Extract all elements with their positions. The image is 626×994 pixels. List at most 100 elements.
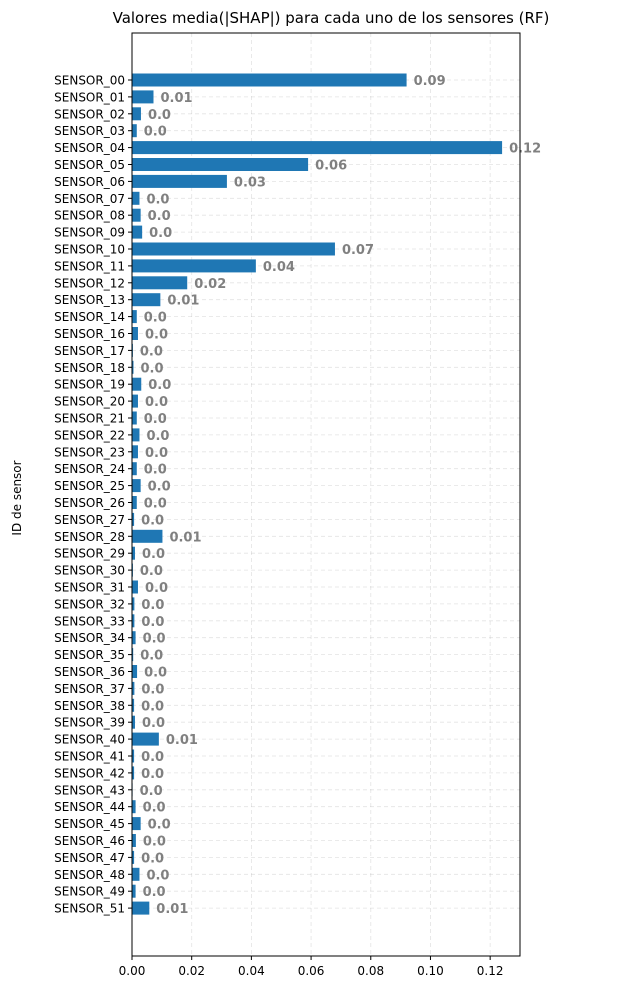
y-tick-label: SENSOR_13 bbox=[54, 293, 125, 307]
y-tick-label: SENSOR_38 bbox=[54, 699, 125, 713]
data-label: 0.0 bbox=[143, 885, 166, 900]
y-tick-label: SENSOR_19 bbox=[54, 378, 125, 392]
bar bbox=[132, 631, 136, 645]
bar bbox=[132, 428, 140, 442]
x-tick-label: 0.04 bbox=[238, 964, 265, 978]
y-tick-label: SENSOR_45 bbox=[54, 817, 125, 831]
y-tick-label: SENSOR_25 bbox=[54, 479, 125, 493]
bar bbox=[132, 732, 159, 746]
x-tick-label: 0.00 bbox=[119, 964, 146, 978]
bar bbox=[132, 141, 503, 155]
data-label: 0.0 bbox=[146, 429, 169, 444]
plot-frame bbox=[131, 32, 521, 957]
data-label: 0.0 bbox=[141, 750, 164, 765]
bar bbox=[132, 546, 135, 560]
y-tick-label: SENSOR_26 bbox=[54, 496, 125, 510]
data-label: 0.0 bbox=[144, 497, 167, 512]
y-tick-label: SENSOR_09 bbox=[54, 226, 125, 240]
y-tick-label: SENSOR_07 bbox=[54, 192, 125, 206]
y-tick-label: SENSOR_24 bbox=[54, 462, 125, 476]
y-tick-label: SENSOR_51 bbox=[54, 902, 125, 916]
y-tick-label: SENSOR_23 bbox=[54, 445, 125, 459]
bar bbox=[132, 648, 134, 662]
data-label: 0.0 bbox=[142, 716, 165, 731]
data-label: 0.0 bbox=[145, 328, 168, 343]
data-label: 0.0 bbox=[141, 767, 164, 782]
data-label: 0.0 bbox=[145, 446, 168, 461]
data-label: 0.0 bbox=[140, 784, 163, 799]
bar bbox=[132, 496, 137, 509]
bar bbox=[132, 360, 134, 374]
bar bbox=[132, 681, 135, 695]
bar bbox=[132, 766, 135, 780]
bar bbox=[132, 834, 136, 847]
y-tick-label: SENSOR_14 bbox=[54, 310, 125, 324]
y-tick-label: SENSOR_46 bbox=[54, 834, 125, 848]
y-tick-label: SENSOR_34 bbox=[54, 631, 125, 645]
data-label: 0.04 bbox=[263, 260, 295, 275]
y-tick-label: SENSOR_42 bbox=[54, 766, 125, 780]
data-label: 0.0 bbox=[146, 868, 169, 883]
data-label: 0.0 bbox=[141, 699, 164, 714]
y-tick-label: SENSOR_36 bbox=[54, 665, 125, 679]
y-tick-label: SENSOR_12 bbox=[54, 276, 125, 290]
bars bbox=[132, 73, 503, 915]
data-label: 0.07 bbox=[342, 243, 374, 258]
bar bbox=[132, 411, 137, 425]
y-tick-label: SENSOR_11 bbox=[54, 259, 125, 273]
y-tick-label: SENSOR_17 bbox=[54, 344, 125, 358]
y-tick-label: SENSOR_03 bbox=[54, 124, 125, 138]
data-label: 0.0 bbox=[149, 226, 172, 241]
x-tick-label: 0.10 bbox=[417, 964, 444, 978]
data-label: 0.0 bbox=[141, 615, 164, 630]
data-label: 0.0 bbox=[144, 311, 167, 326]
data-label: 0.0 bbox=[143, 632, 166, 647]
data-label: 0.0 bbox=[144, 666, 167, 681]
data-label: 0.01 bbox=[167, 294, 199, 309]
y-tick-label: SENSOR_48 bbox=[54, 868, 125, 882]
y-tick-label: SENSOR_04 bbox=[54, 141, 125, 155]
data-label: 0.01 bbox=[160, 91, 192, 106]
data-label: 0.03 bbox=[234, 175, 266, 190]
y-tick-label: SENSOR_44 bbox=[54, 800, 125, 814]
data-label: 0.0 bbox=[144, 463, 167, 478]
data-label: 0.0 bbox=[144, 412, 167, 427]
data-label: 0.0 bbox=[144, 125, 167, 140]
data-label: 0.0 bbox=[143, 835, 166, 850]
y-tick-label: SENSOR_33 bbox=[54, 614, 125, 628]
data-label: 0.0 bbox=[148, 108, 171, 123]
bar bbox=[132, 276, 188, 290]
bar bbox=[132, 884, 136, 898]
data-label: 0.0 bbox=[142, 547, 165, 562]
bar bbox=[132, 327, 138, 340]
y-tick-label: SENSOR_16 bbox=[54, 327, 125, 341]
y-tick-label: SENSOR_37 bbox=[54, 682, 125, 696]
x-tick-label: 0.02 bbox=[178, 964, 205, 978]
data-label: 0.0 bbox=[141, 513, 164, 528]
y-axis-label: ID de sensor bbox=[10, 460, 24, 535]
data-label: 0.02 bbox=[194, 277, 226, 292]
y-tick-label: SENSOR_35 bbox=[54, 648, 125, 662]
data-label: 0.0 bbox=[148, 209, 171, 224]
y-tick-label: SENSOR_28 bbox=[54, 530, 125, 544]
y-tick-label: SENSOR_30 bbox=[54, 564, 125, 578]
bar bbox=[132, 817, 141, 831]
y-tick-label: SENSOR_40 bbox=[54, 733, 125, 747]
y-tick-label: SENSOR_27 bbox=[54, 513, 125, 527]
x-tick-label: 0.12 bbox=[477, 964, 504, 978]
bar bbox=[132, 749, 135, 763]
data-label: 0.0 bbox=[140, 344, 163, 359]
data-label: 0.01 bbox=[156, 902, 188, 917]
bar bbox=[132, 715, 135, 729]
bar bbox=[132, 512, 135, 526]
bar bbox=[132, 377, 142, 391]
y-tick-label: SENSOR_00 bbox=[54, 74, 125, 88]
data-label: 0.0 bbox=[140, 361, 163, 376]
data-label: 0.12 bbox=[509, 142, 541, 157]
data-label: 0.06 bbox=[315, 159, 347, 174]
bar bbox=[132, 698, 135, 712]
bar bbox=[132, 580, 138, 594]
bar bbox=[132, 208, 141, 222]
bar bbox=[132, 174, 227, 188]
